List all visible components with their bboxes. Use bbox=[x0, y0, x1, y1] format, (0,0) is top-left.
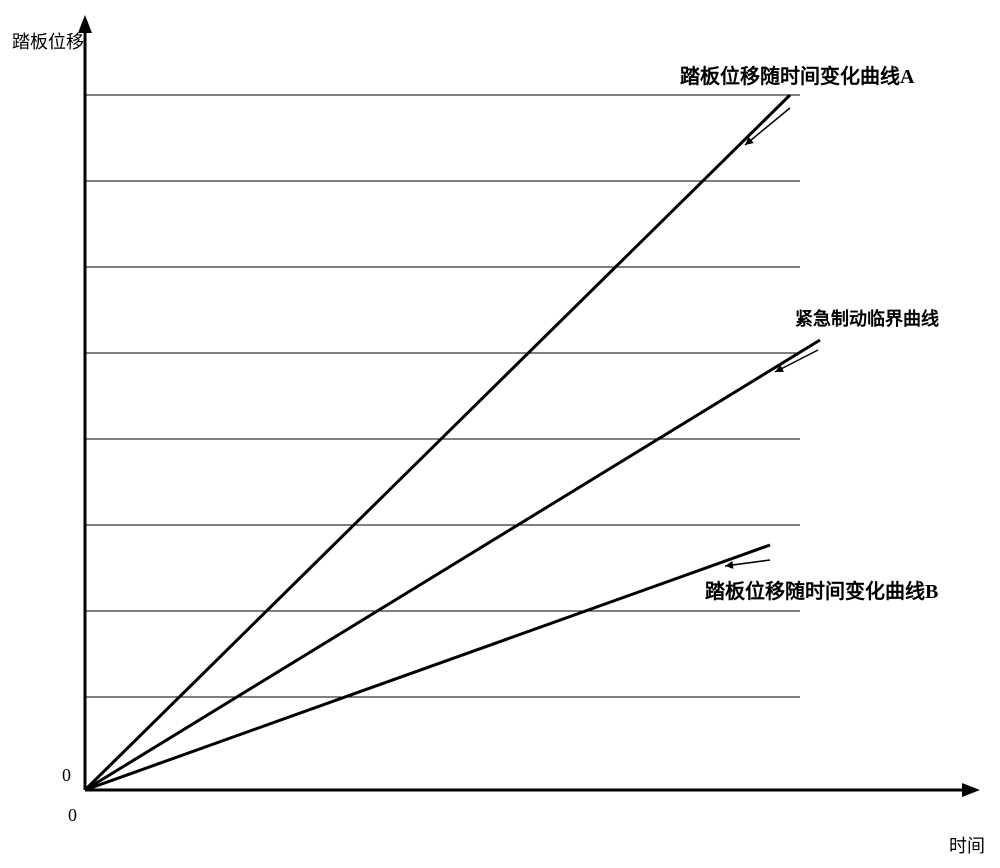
series-label-a: 踏板位移随时间变化曲线A bbox=[680, 60, 914, 89]
x-axis-label: 时间 bbox=[949, 832, 985, 858]
origin-label-x: 0 bbox=[68, 805, 77, 826]
chart-container: 踏板位移 时间 0 0 踏板位移随时间变化曲线A 紧急制动临界曲线 踏板位移随时… bbox=[0, 0, 1000, 863]
series-label-b: 踏板位移随时间变化曲线B bbox=[705, 575, 938, 604]
y-axis-label: 踏板位移 bbox=[12, 28, 84, 54]
origin-label-y: 0 bbox=[62, 765, 71, 786]
series-label-critical: 紧急制动临界曲线 bbox=[795, 305, 939, 331]
chart-svg bbox=[0, 0, 1000, 863]
